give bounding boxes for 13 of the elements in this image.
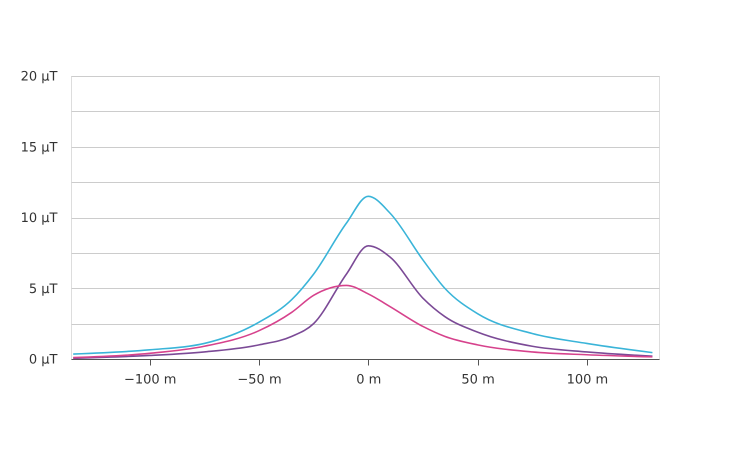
x-tick-label: 50 m: [461, 372, 495, 388]
y-tick-label: 5 µT: [28, 282, 58, 297]
y-tick-label: 0 µT: [28, 352, 58, 368]
y-tick-label: 20 µT: [20, 70, 58, 84]
x-tick-label: 0 m: [356, 372, 382, 388]
x-tick-label: −100 m: [124, 372, 176, 388]
y-tick-label: 15 µT: [20, 140, 58, 156]
x-tick-label: −50 m: [237, 372, 282, 388]
x-tick-label: 100 m: [566, 372, 608, 388]
line-series: [72, 284, 654, 358]
line-series: [72, 245, 654, 360]
y-tick-label: 10 µT: [20, 211, 58, 226]
line-series: [72, 195, 654, 355]
